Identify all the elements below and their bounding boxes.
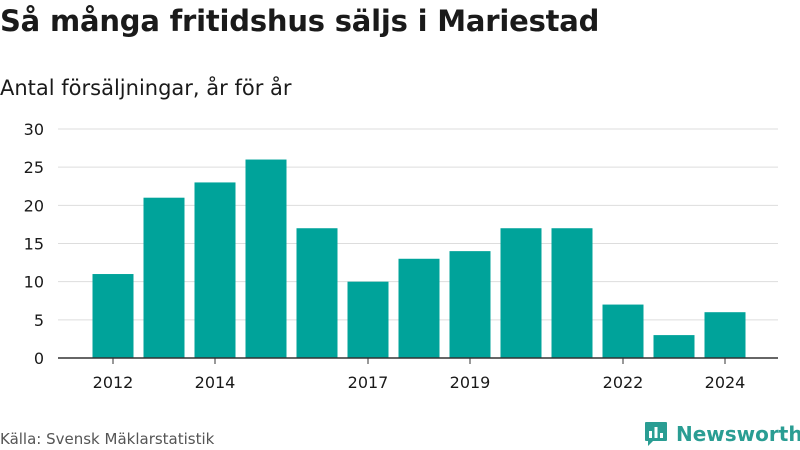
x-tick-label: 2022 xyxy=(603,373,644,392)
bar-2017 xyxy=(347,281,389,358)
bar-2023 xyxy=(653,335,695,358)
bar-2018 xyxy=(398,258,440,358)
brand-name: Newsworthy xyxy=(676,422,800,446)
bar-2021 xyxy=(551,228,593,358)
y-axis-ticks: 0 5 10 15 20 25 30 xyxy=(24,120,44,368)
bar-2022 xyxy=(602,304,644,358)
x-tick-label: 2012 xyxy=(93,373,134,392)
x-axis-ticks: 2012 2014 2017 2019 2022 2024 xyxy=(93,358,746,392)
y-tick-label: 30 xyxy=(24,120,44,139)
bar-2012 xyxy=(92,274,134,358)
chart-subtitle: Antal försäljningar, år för år xyxy=(0,76,292,100)
y-tick-label: 0 xyxy=(34,349,44,368)
bar-2016 xyxy=(296,228,338,358)
y-tick-label: 20 xyxy=(24,196,44,215)
y-tick-label: 10 xyxy=(24,273,44,292)
x-tick-label: 2017 xyxy=(348,373,389,392)
y-tick-label: 5 xyxy=(34,311,44,330)
y-tick-label: 15 xyxy=(24,235,44,254)
bar-2013 xyxy=(143,197,185,358)
bar-2024 xyxy=(704,312,746,358)
newsworthy-logo-icon xyxy=(645,422,667,446)
brand-logo: Newsworthy xyxy=(644,420,800,448)
bar-2019 xyxy=(449,251,491,358)
x-tick-label: 2014 xyxy=(195,373,236,392)
bar-chart: 0 5 10 15 20 25 30 2012 2014 2017 2019 2022 2024 xyxy=(24,120,778,392)
x-tick-label: 2019 xyxy=(450,373,491,392)
bar-2020 xyxy=(500,228,542,358)
bars xyxy=(92,159,746,358)
bar-2015 xyxy=(245,159,287,358)
source-note: Källa: Svensk Mäklarstatistik xyxy=(0,430,215,448)
chart-title: Så många fritidshus säljs i Mariestad xyxy=(0,4,600,38)
x-tick-label: 2024 xyxy=(705,373,746,392)
bar-2014 xyxy=(194,182,236,358)
y-tick-label: 25 xyxy=(24,158,44,177)
